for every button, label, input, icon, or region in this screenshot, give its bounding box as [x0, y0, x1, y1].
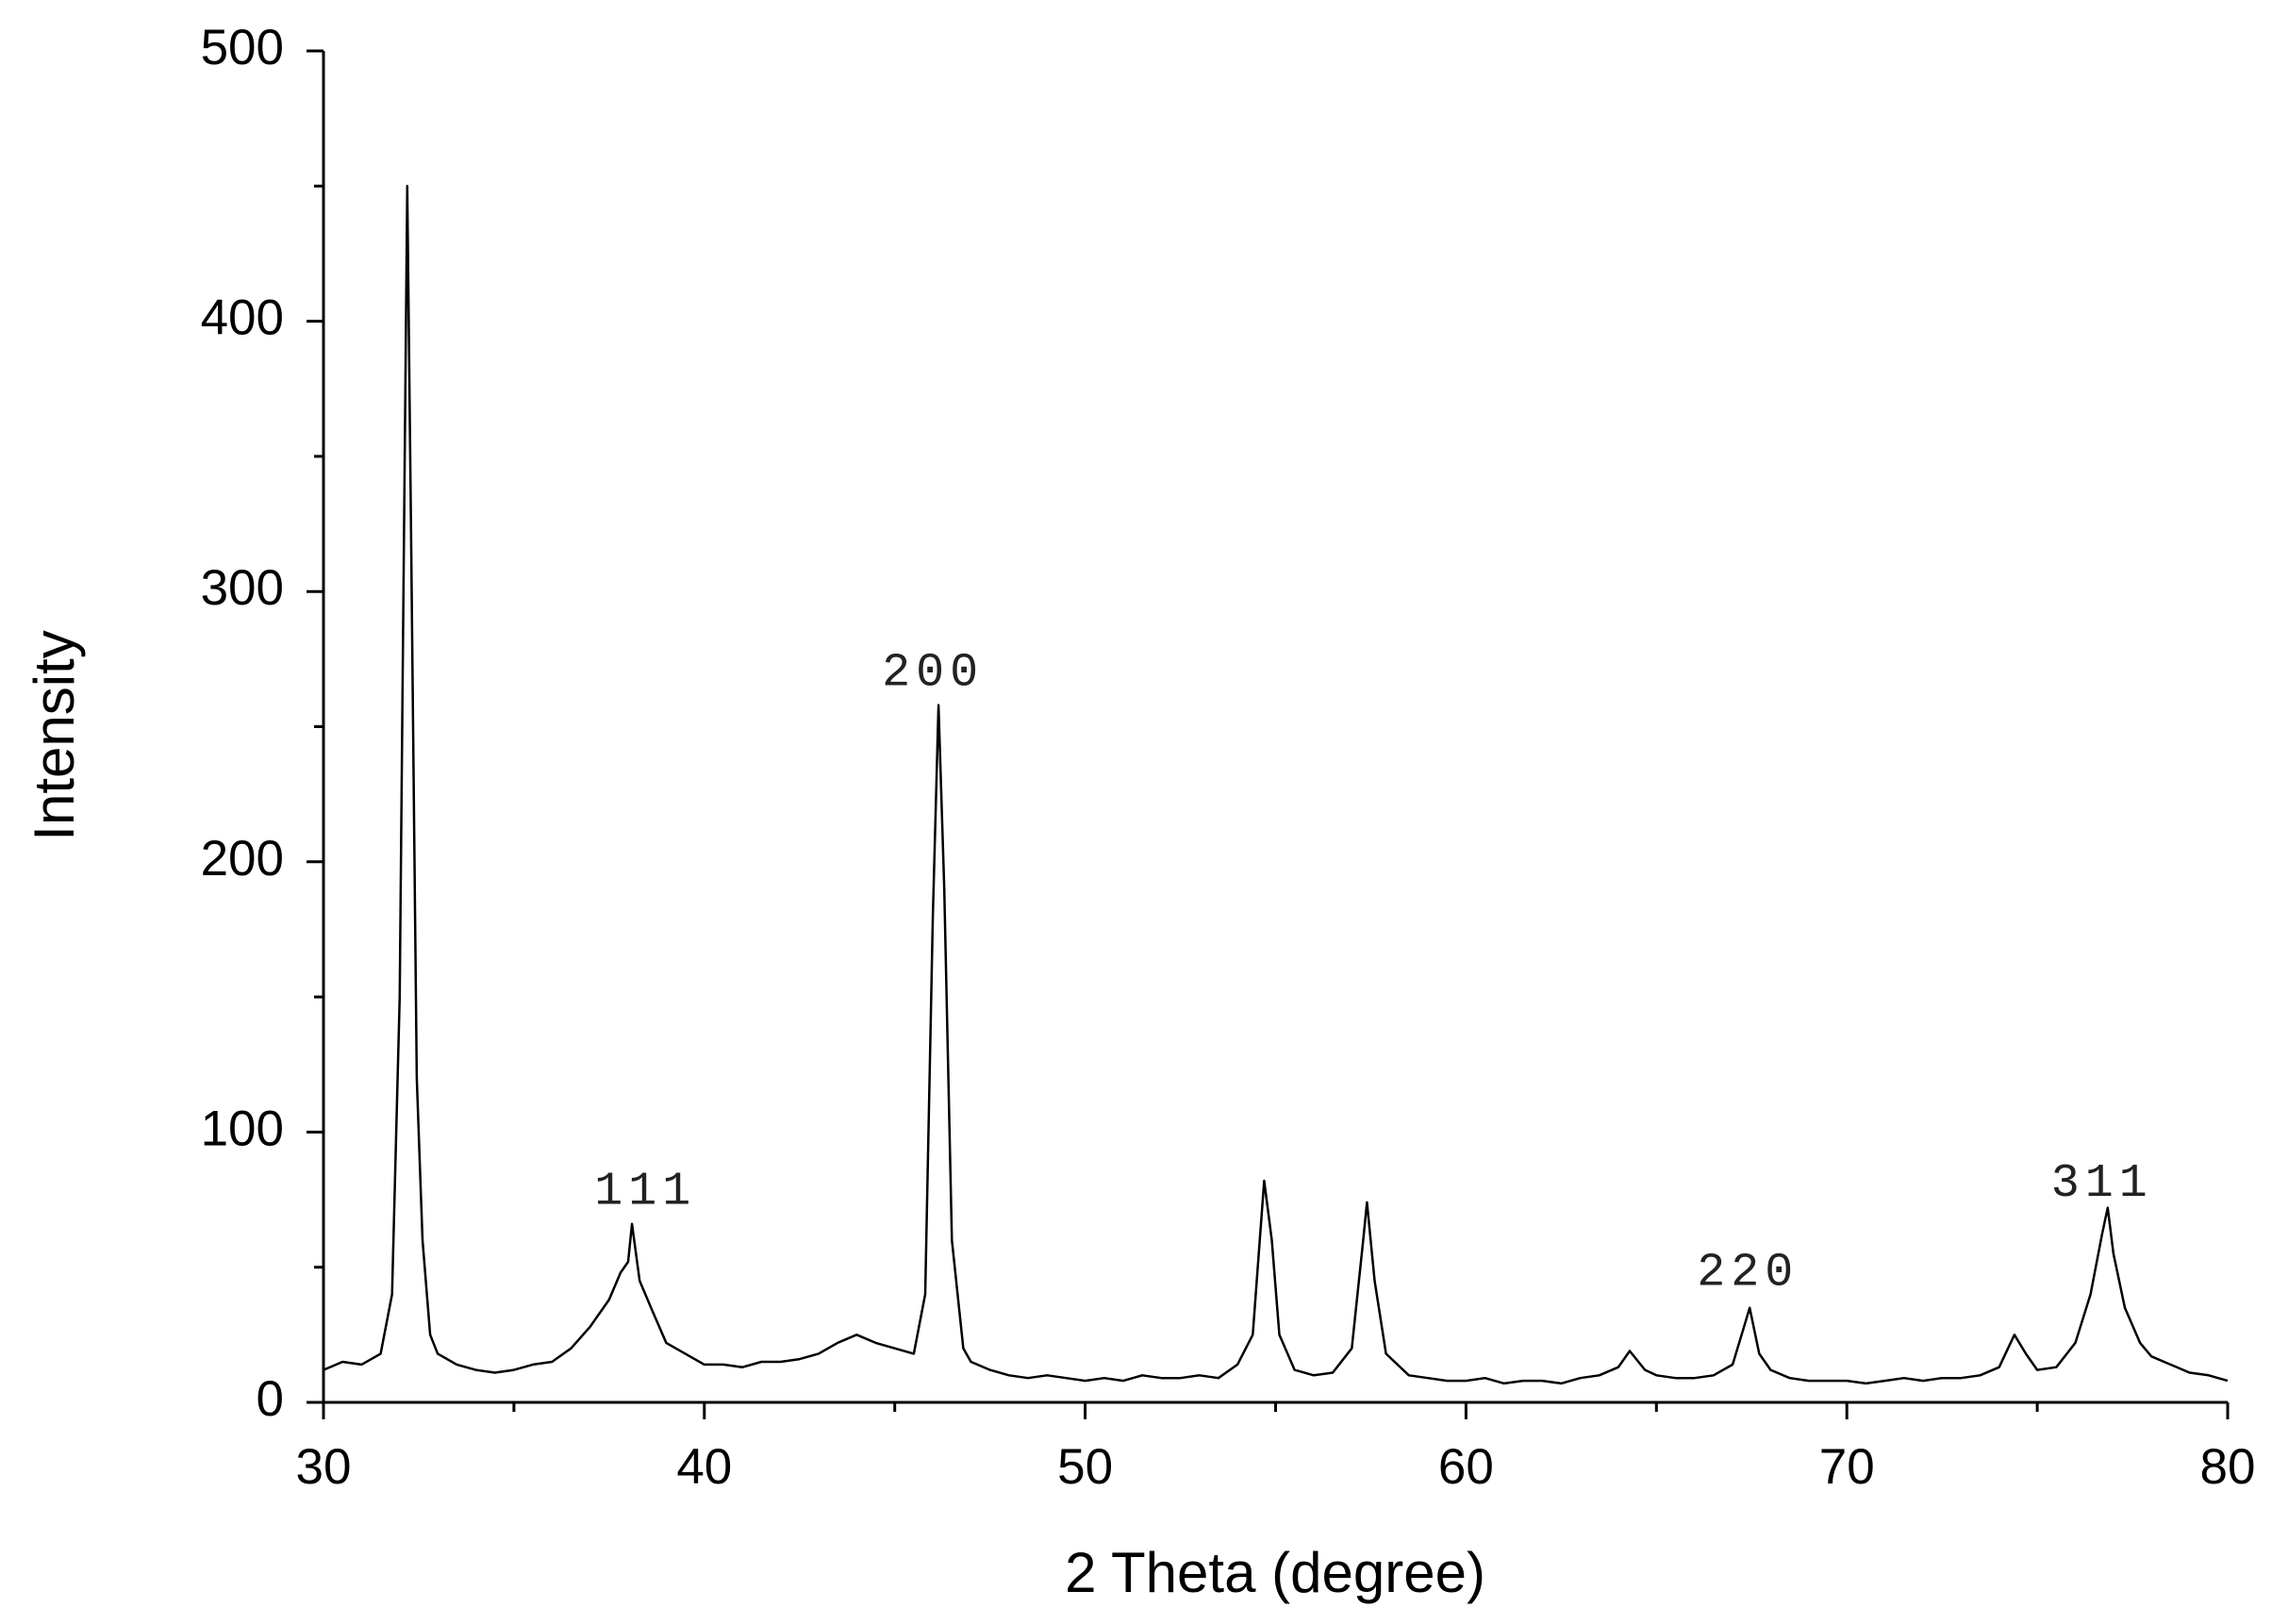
y-tick-label: 400	[201, 290, 284, 346]
y-tick-label: 300	[201, 560, 284, 616]
x-tick-label: 40	[676, 1439, 732, 1495]
y-axis-label: Intensity	[23, 630, 86, 840]
peak-annotation: 311	[2051, 1157, 2153, 1211]
y-tick-label: 0	[257, 1371, 284, 1427]
x-tick-label: 60	[1438, 1439, 1494, 1495]
x-tick-label: 50	[1057, 1439, 1113, 1495]
x-axis-label: 2 Theta (degree)	[1065, 1541, 1485, 1604]
y-tick-label: 500	[201, 20, 284, 75]
x-tick-label: 30	[296, 1439, 352, 1495]
y-tick-label: 200	[201, 831, 284, 887]
x-tick-label: 80	[2200, 1439, 2256, 1495]
peak-annotation: 111	[594, 1166, 696, 1219]
y-tick-label: 100	[201, 1101, 284, 1156]
x-tick-label: 70	[1819, 1439, 1875, 1495]
peak-annotation: 220	[1697, 1247, 1799, 1301]
peak-annotation: 200	[882, 646, 984, 700]
data-line	[323, 185, 2229, 1385]
